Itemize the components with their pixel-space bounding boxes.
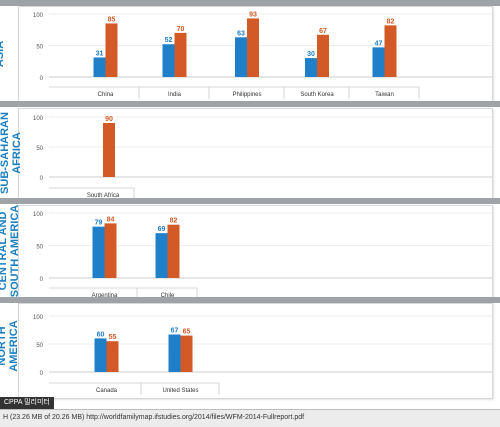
divider-1 xyxy=(0,101,500,107)
value-label-philippines-series-1: 93 xyxy=(249,11,257,18)
value-label-south-korea-series-0: 30 xyxy=(307,51,315,58)
category-label-taiwan: Taiwan xyxy=(375,92,394,98)
bar-united-states-series-1 xyxy=(180,335,193,372)
bar-india-series-0 xyxy=(162,44,175,77)
chart-north-america: 100 50 0 Canada 60 55 United States 67 65 xyxy=(33,315,492,395)
y-tick-label: 0 xyxy=(40,176,44,182)
value-label-argentina-series-1: 84 xyxy=(107,216,115,223)
bar-argentina-series-0 xyxy=(92,226,105,278)
divider-top xyxy=(0,0,500,6)
category-label-south-africa: South Africa xyxy=(87,193,120,199)
value-label-chile-series-0: 69 xyxy=(158,226,166,233)
y-tick-label: 0 xyxy=(40,76,44,82)
status-tooltip: CPPA 밀리미터 xyxy=(0,397,54,409)
category-label-south-korea: South Korea xyxy=(300,92,334,98)
y-tick-label: 100 xyxy=(33,315,44,321)
status-url: H (23.26 MB of 20.26 MB) http://worldfam… xyxy=(3,414,305,421)
value-label-united-states-series-1: 65 xyxy=(183,329,191,336)
bar-canada-series-0 xyxy=(94,338,107,372)
bar-taiwan-series-0 xyxy=(372,47,385,77)
category-label-chile: Chile xyxy=(161,293,175,298)
value-label-canada-series-1: 55 xyxy=(109,334,117,341)
value-label-canada-series-0: 60 xyxy=(97,331,105,338)
y-tick-label: 50 xyxy=(36,245,43,251)
y-tick-label: 100 xyxy=(33,212,44,218)
bar-chile-series-0 xyxy=(155,233,168,278)
y-tick-label: 100 xyxy=(33,116,44,122)
y-tick-label: 0 xyxy=(40,277,44,283)
region-label-central-south-america: CENTRAL AND SOUTH AMERICA xyxy=(0,204,21,298)
bar-india-series-1 xyxy=(174,32,187,77)
bar-philippines-series-0 xyxy=(235,37,247,77)
value-label-chile-series-1: 82 xyxy=(170,218,178,225)
value-label-argentina-series-0: 79 xyxy=(95,220,103,227)
chart-sub-saharan-africa: 100 50 0 South Africa 90 xyxy=(33,116,492,200)
value-label-taiwan-series-1: 82 xyxy=(387,18,395,25)
category-label-united-states: United States xyxy=(162,388,198,394)
y-tick-label: 100 xyxy=(33,13,44,19)
value-label-india-series-0: 52 xyxy=(165,37,173,44)
bar-philippines-series-1 xyxy=(247,18,259,77)
category-label-canada: Canada xyxy=(96,388,118,394)
region-label-north-america: NORTH AMERICA xyxy=(0,320,20,372)
region-label-sub-saharan-africa: SUB-SAHARAN AFRICA xyxy=(0,112,23,194)
divider-3 xyxy=(0,297,500,303)
bar-china-series-0 xyxy=(93,57,106,77)
value-label-taiwan-series-0: 47 xyxy=(375,40,383,47)
panel-north-america: 100 50 0 Canada 60 55 United States 67 65 xyxy=(18,303,493,399)
bar-chile-series-1 xyxy=(167,224,180,278)
value-label-china-series-1: 85 xyxy=(108,16,116,23)
bar-taiwan-series-1 xyxy=(384,25,397,77)
category-label-philippines: Philippines xyxy=(232,92,261,98)
y-tick-label: 50 xyxy=(36,343,43,349)
chart-asia: 100 50 0 China 31 85 India 52 70 Philippines 63 93 S… xyxy=(33,11,492,99)
status-bar: H (23.26 MB of 20.26 MB) http://worldfam… xyxy=(0,409,500,427)
region-label-asia: ASIA xyxy=(0,40,6,68)
value-label-philippines-series-0: 63 xyxy=(237,30,245,37)
divider-2 xyxy=(0,198,500,204)
value-label-china-series-0: 31 xyxy=(96,50,104,57)
bar-china-series-1 xyxy=(105,23,118,77)
value-label-south-korea-series-1: 67 xyxy=(319,28,327,35)
bar-south-africa-series-1 xyxy=(103,123,115,177)
y-tick-label: 50 xyxy=(36,45,43,51)
panel-sub-saharan-africa: 100 50 0 South Africa 90 xyxy=(18,108,493,200)
value-label-india-series-1: 70 xyxy=(177,26,185,33)
bar-united-states-series-0 xyxy=(168,334,181,372)
category-label-argentina: Argentina xyxy=(92,293,118,298)
panel-asia: 100 50 0 China 31 85 India 52 70 Philippines 63 93 S… xyxy=(18,6,493,103)
chart-central-south-america: 100 50 0 Argentina 79 84 Chile 69 82 xyxy=(33,212,492,300)
bar-canada-series-1 xyxy=(106,341,119,372)
value-label-south-africa-series-1: 90 xyxy=(105,116,113,123)
category-label-china: China xyxy=(98,92,114,98)
bar-argentina-series-1 xyxy=(104,223,117,278)
y-tick-label: 0 xyxy=(40,371,44,377)
bar-south-korea-series-0 xyxy=(305,58,317,77)
panel-central-south-america: 100 50 0 Argentina 79 84 Chile 69 82 xyxy=(18,205,493,300)
category-label-india: India xyxy=(168,92,182,98)
y-tick-label: 50 xyxy=(36,146,43,152)
bar-south-korea-series-1 xyxy=(317,34,329,77)
value-label-united-states-series-0: 67 xyxy=(171,327,179,334)
